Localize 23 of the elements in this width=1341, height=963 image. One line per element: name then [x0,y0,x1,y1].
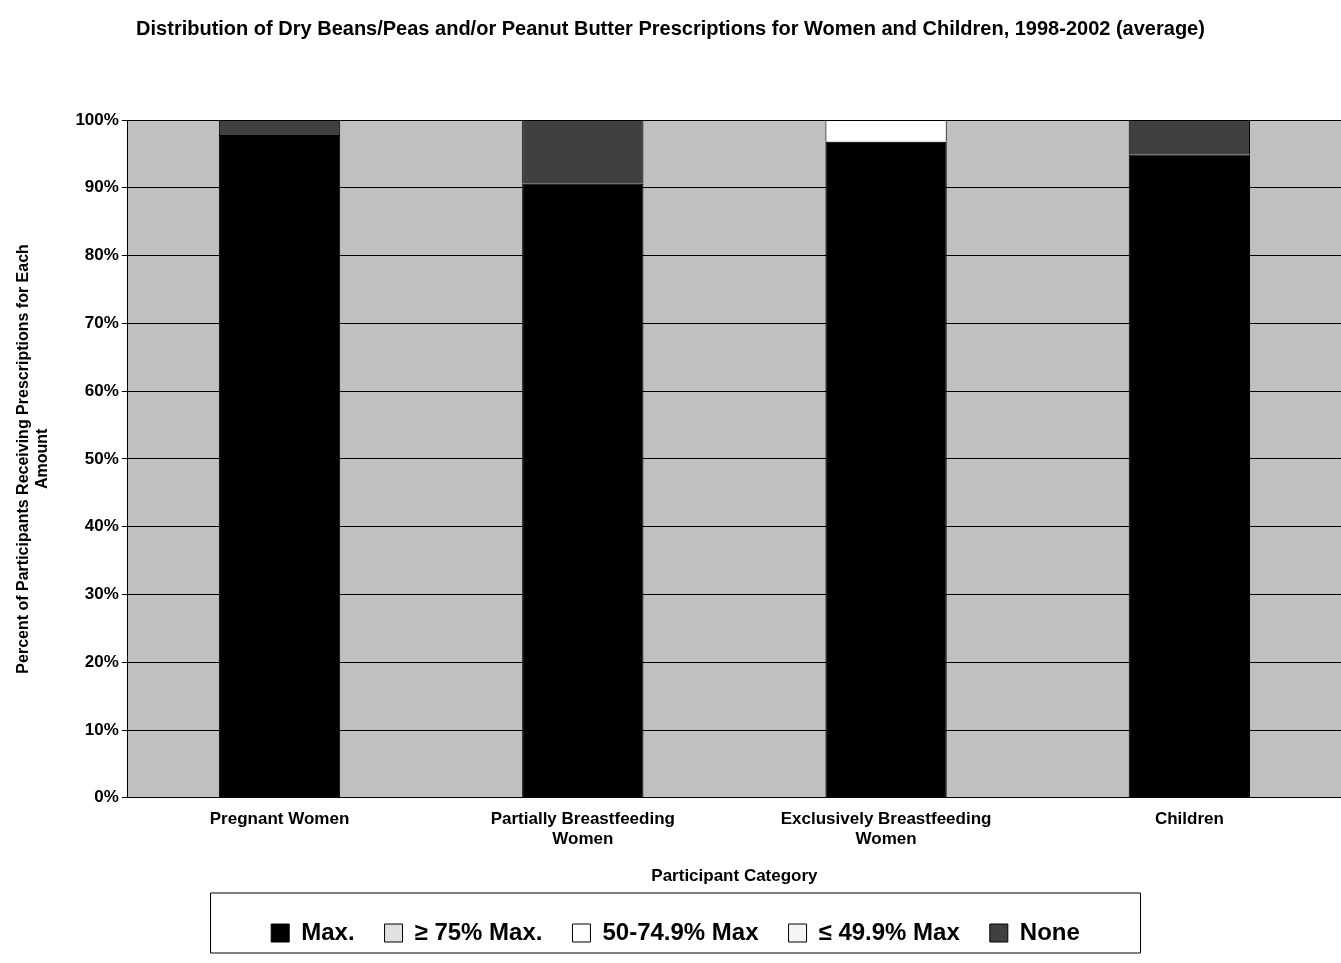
y-tick-label: 70% [84,313,119,333]
y-axis-title: Percent of Participants Receiving Prescriptions for Each Amount [14,244,51,674]
y-tick-label: 80% [84,245,119,265]
y-tick-label: 50% [84,448,119,468]
y-tick-label: 10% [84,719,119,739]
x-axis-title: Participant Category [651,866,819,886]
x-tick-label: Partially Breastfeeding Women [490,808,675,849]
y-tick-label: 0% [94,787,119,807]
y-tick-label: 40% [84,516,119,536]
x-tick-label: Exclusively Breastfeeding Women [780,808,992,849]
legend-label: ≤ 49.9% Max [818,917,961,945]
y-tick-label: 60% [84,380,119,400]
legend-label: ≥ 75% Max. [414,917,543,945]
y-tick-label: 20% [84,651,119,671]
legend-label: Max. [301,917,355,945]
x-tick-label: Children [1154,808,1224,828]
legend-label: None [1019,917,1080,945]
x-tick-label: Pregnant Women [209,808,350,828]
y-tick-label: 30% [84,584,119,604]
y-tick-label: 90% [84,177,119,197]
legend-label: 50-74.9% Max [602,917,760,945]
y-tick-label: 100% [75,109,119,129]
chart-title: Distribution of Dry Beans/Peas and/or Peanut Butter Prescriptions for Women and Children, 1998-2002 (average) [135,16,1206,41]
